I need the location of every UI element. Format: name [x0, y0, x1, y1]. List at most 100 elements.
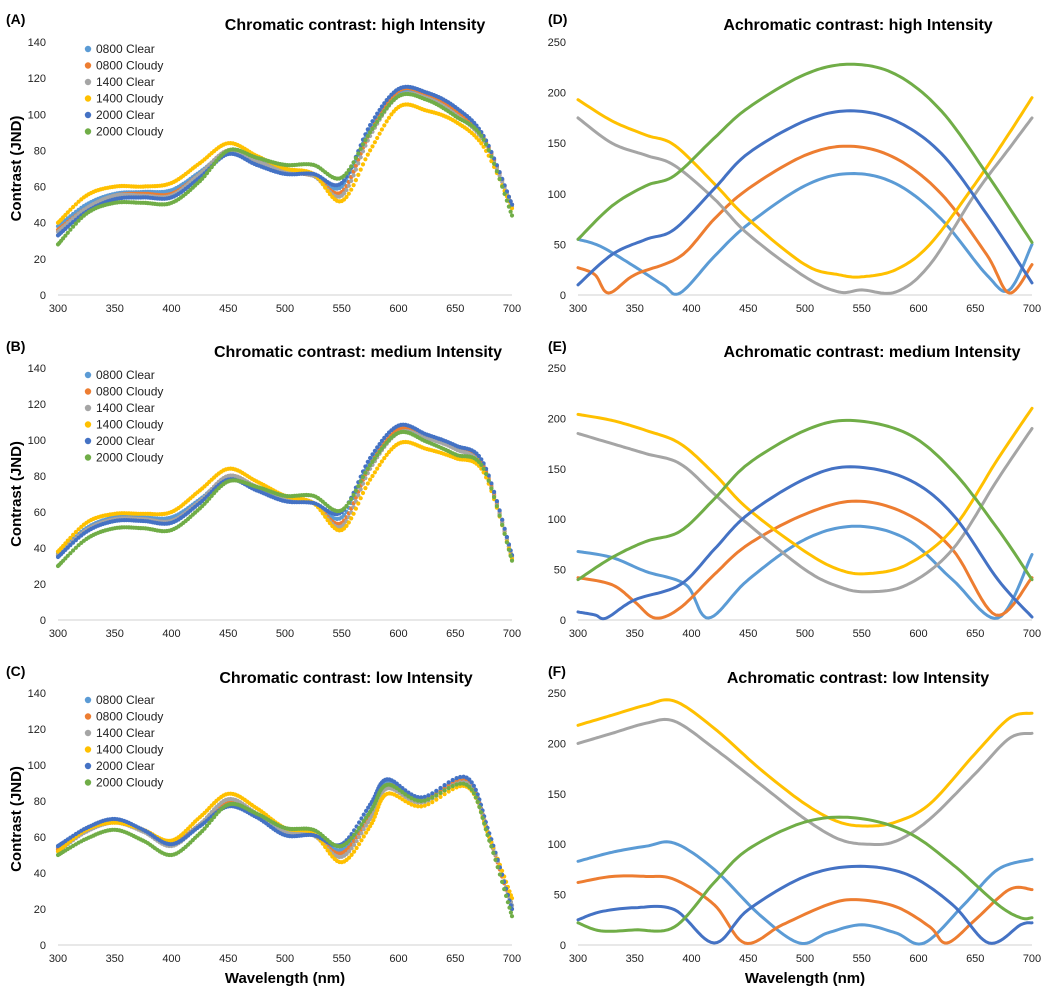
data-point [325, 188, 330, 194]
x-tick-label: 650 [446, 953, 464, 965]
y-tick-label: 20 [34, 579, 46, 591]
data-point [446, 786, 451, 791]
data-point [382, 109, 387, 114]
data-point [434, 797, 439, 802]
y-tick-label: 250 [548, 37, 566, 49]
data-point [492, 161, 497, 166]
data-point [484, 471, 489, 477]
data-point [353, 506, 358, 511]
data-point [497, 513, 502, 518]
data-point [497, 176, 502, 182]
series-line-0800-clear [576, 524, 1034, 620]
data-point [370, 119, 375, 124]
data-point [382, 123, 387, 128]
data-point [386, 115, 392, 120]
x-tick-label: 600 [909, 953, 927, 965]
series-2000-clear [55, 84, 515, 238]
data-point [358, 479, 363, 484]
y-tick-label: 140 [28, 363, 46, 375]
panel-e: (E) Achromatic contrast: medium Intensity… [548, 338, 1042, 640]
x-tick-label: 300 [569, 953, 587, 965]
data-point [486, 478, 491, 483]
legend-entry: 2000 Clear [96, 108, 155, 122]
legend-marker [84, 388, 92, 395]
x-tick-label: 550 [853, 303, 871, 315]
data-point [207, 820, 212, 826]
data-point [71, 204, 76, 210]
data-point [352, 849, 357, 854]
data-point [430, 800, 435, 805]
data-point [438, 785, 443, 791]
data-point [500, 179, 505, 185]
x-tick-label: 300 [49, 953, 67, 965]
series-line-0800-clear [576, 172, 1034, 296]
data-point [377, 116, 382, 121]
series-line-2000-clear [576, 864, 1034, 945]
data-point [479, 133, 484, 138]
data-point [508, 209, 513, 214]
data-point [73, 538, 78, 543]
series-line-0800-cloudy [576, 499, 1034, 620]
data-point [375, 111, 380, 116]
legend-marker [84, 78, 92, 86]
y-tick-label: 250 [548, 688, 566, 700]
y-tick-label: 0 [40, 615, 46, 627]
panel-d: (D) Achromatic contrast: high Intensity 0 5… [548, 11, 1042, 315]
x-tick-label: 400 [162, 303, 180, 315]
panel-label: (A) [6, 11, 25, 27]
x-tick-label: 600 [389, 303, 407, 315]
y-tick-label: 60 [34, 182, 46, 194]
data-point [349, 516, 354, 521]
legend-marker [84, 437, 92, 445]
x-tick-label: 400 [682, 628, 700, 640]
y-tick-label: 140 [28, 37, 46, 49]
legend-marker [84, 696, 92, 704]
data-point [68, 227, 73, 232]
data-point [351, 492, 356, 498]
data-point [347, 849, 352, 854]
data-point [450, 777, 455, 783]
data-point [71, 224, 76, 229]
data-point [320, 182, 325, 187]
x-tick-label: 450 [739, 953, 757, 965]
data-point [365, 133, 370, 139]
x-tick-label: 700 [1023, 953, 1041, 965]
series-line-1400-clear [576, 427, 1034, 594]
series-line-2000-cloudy [576, 418, 1034, 582]
data-point [364, 815, 369, 820]
y-tick-label: 140 [28, 688, 46, 700]
data-point [506, 194, 511, 199]
data-point [500, 184, 505, 189]
data-point [207, 168, 212, 173]
data-point [509, 206, 515, 211]
y-axis-title: Contrast (JND) [8, 766, 25, 872]
data-point [351, 173, 356, 178]
x-tick-label: 500 [276, 953, 294, 965]
data-point [500, 868, 505, 873]
series-line-1400-clear [576, 116, 1034, 295]
data-point [358, 155, 363, 160]
data-point [467, 777, 472, 782]
y-tick-label: 100 [548, 514, 566, 526]
legend-marker [84, 746, 92, 753]
data-point [415, 798, 420, 803]
panel-label: (F) [548, 663, 566, 679]
data-point [204, 823, 210, 828]
data-point [356, 493, 361, 498]
data-point [489, 481, 494, 486]
x-tick-label: 450 [219, 303, 237, 315]
y-tick-label: 40 [34, 543, 46, 555]
data-point [484, 142, 489, 147]
data-point [325, 848, 330, 853]
data-point [63, 233, 68, 238]
data-point [486, 148, 491, 153]
x-axis-title: Wavelength (nm) [225, 970, 345, 987]
data-point [368, 130, 373, 135]
data-point [365, 466, 370, 471]
data-point [200, 176, 205, 181]
data-point [346, 191, 351, 196]
data-point [372, 123, 377, 128]
data-point [508, 553, 513, 559]
data-point [412, 797, 417, 802]
data-point [506, 204, 511, 209]
